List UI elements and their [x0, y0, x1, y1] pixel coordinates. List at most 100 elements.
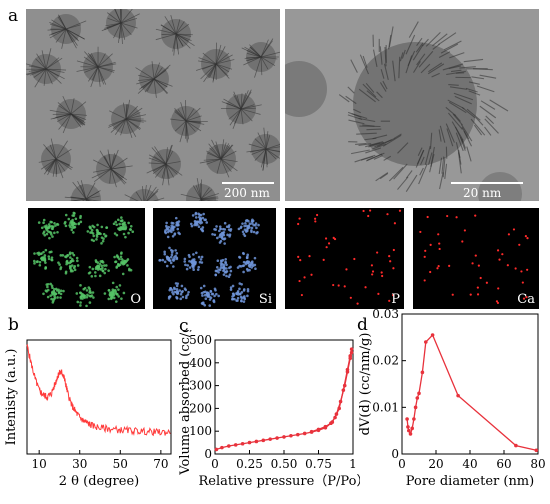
particle-spike: [114, 118, 127, 135]
eds-cluster: [158, 246, 179, 268]
eds-dot: [42, 221, 45, 225]
eds-dot: [240, 299, 243, 303]
eds-dot: [245, 229, 248, 232]
series-line-0: [216, 352, 353, 451]
particle-spike: [85, 198, 100, 201]
eds-dot: [117, 288, 120, 291]
eds-dot: [73, 212, 76, 215]
eds-dot: [217, 268, 220, 271]
eds-dot: [99, 260, 103, 263]
particle-spike: [175, 33, 192, 37]
eds-dot: [201, 229, 204, 232]
particle-spike: [233, 91, 242, 110]
particle-spike: [104, 22, 122, 29]
big-particle-spike: [365, 82, 375, 93]
big-particle-spike: [358, 88, 376, 103]
particle: [76, 46, 117, 88]
big-particle-spike: [438, 129, 442, 142]
particle-spike: [110, 149, 119, 170]
eds-dot: [193, 223, 196, 227]
particle-spike: [125, 105, 138, 120]
eds-dot: [172, 259, 175, 262]
y-tick-label: 500: [189, 333, 212, 347]
eds-dot: [107, 269, 110, 272]
eds-dot: [79, 220, 83, 224]
eds-dot: [241, 264, 245, 268]
eds-dot: [59, 296, 62, 299]
particle-spike: [215, 54, 233, 65]
eds-dot: [75, 292, 79, 295]
eds-dot: [75, 256, 79, 260]
eds-dots-si: [158, 211, 260, 307]
eds-dot: [95, 228, 99, 232]
big-particle-spike: [454, 95, 472, 105]
particle-spike: [58, 113, 72, 130]
eds-dot: [314, 217, 317, 220]
eds-dot: [176, 290, 180, 294]
eds-dot: [103, 271, 107, 275]
x-tick-label: 20: [428, 457, 443, 471]
eds-dot: [47, 257, 51, 261]
particle-spike: [49, 23, 67, 30]
eds-dot: [251, 222, 254, 225]
eds-dot: [85, 295, 89, 299]
eds-dot: [36, 260, 39, 263]
eds-cluster: [163, 216, 181, 239]
eds-dot: [122, 291, 126, 295]
eds-cluster: [86, 223, 109, 245]
eds-dot: [308, 255, 311, 258]
eds-dot: [215, 225, 218, 228]
eds-dot: [236, 296, 240, 300]
particle-spike: [50, 113, 72, 120]
particle-spike: [249, 44, 262, 58]
eds-dot: [229, 269, 233, 273]
big-particle-spike: [347, 86, 355, 94]
eds-dot: [115, 233, 119, 237]
eds-dot: [129, 268, 133, 272]
big-particle-spike: [347, 111, 362, 118]
particle-spike: [125, 114, 147, 120]
big-particle-spike: [448, 65, 461, 70]
particle-spike: [180, 102, 187, 122]
data-point: [220, 445, 224, 450]
eds-dot: [225, 267, 228, 270]
big-particle-spike: [373, 155, 383, 160]
y-axis-label: Volume absorbed (cc/g): [178, 330, 193, 476]
particle-spike: [65, 28, 85, 40]
particle-spike: [81, 198, 87, 201]
eds-dot: [455, 216, 458, 219]
eds-dot: [202, 212, 205, 216]
particle-spike: [265, 148, 268, 165]
eds-dot: [41, 256, 45, 260]
particle-spike: [153, 78, 173, 87]
particle-spike: [165, 145, 172, 165]
particle-spike: [109, 110, 127, 120]
x-axis-label: 2 θ (degree): [59, 474, 139, 489]
eds-dot: [79, 304, 82, 307]
particle-spike: [185, 115, 202, 122]
particle-spike: [110, 118, 127, 133]
particle-spike: [243, 56, 262, 66]
particle-spike: [65, 28, 78, 46]
eds-dot: [211, 292, 215, 296]
particle-spike: [153, 67, 163, 80]
x-tick-label: 0.25: [236, 457, 263, 471]
particle-spike: [175, 21, 185, 35]
eds-dot: [64, 224, 68, 228]
eds-dot: [188, 266, 192, 269]
eds-dot: [469, 293, 472, 296]
particle: [135, 61, 173, 98]
eds-dot: [124, 223, 127, 227]
particle: [108, 99, 147, 139]
eds-dot: [120, 216, 123, 219]
particle-spike: [108, 118, 127, 128]
eds-dot: [522, 297, 526, 300]
eds-dot: [242, 252, 245, 256]
eds-dot: [238, 287, 241, 291]
particle-spike: [55, 158, 64, 179]
eds-dot: [102, 232, 106, 236]
eds-dot: [171, 222, 175, 225]
big-particle-spike: [388, 34, 392, 50]
eds-dot: [424, 249, 427, 252]
eds-dot: [48, 230, 52, 234]
